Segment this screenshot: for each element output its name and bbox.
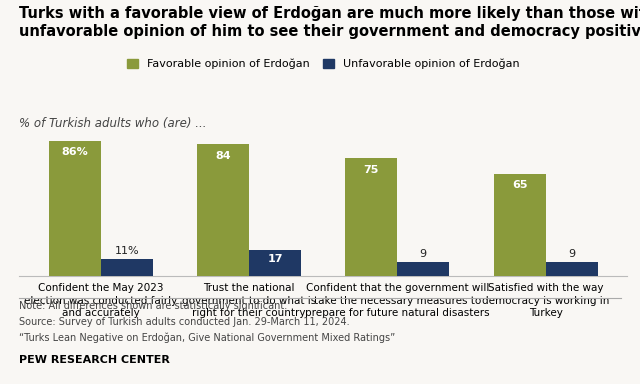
Text: 84: 84 [215, 151, 231, 161]
Text: Source: Survey of Turkish adults conducted Jan. 29-March 11, 2024.: Source: Survey of Turkish adults conduct… [19, 317, 350, 327]
Text: 86%: 86% [61, 147, 88, 157]
Text: 17: 17 [268, 255, 283, 265]
Text: 65: 65 [512, 180, 527, 190]
Text: 9: 9 [420, 249, 427, 259]
Text: 75: 75 [364, 165, 379, 175]
Text: “Turks Lean Negative on Erdoğan, Give National Government Mixed Ratings”: “Turks Lean Negative on Erdoğan, Give Na… [19, 332, 396, 343]
Text: 9: 9 [568, 249, 575, 259]
Bar [49, 141, 100, 276]
Text: % of Turkish adults who (are) ...: % of Turkish adults who (are) ... [19, 117, 207, 130]
Legend: Favorable opinion of Erdoğan, Unfavorable opinion of Erdoğan: Favorable opinion of Erdoğan, Unfavorabl… [127, 58, 520, 69]
Text: Turks with a favorable view of Erdoğan are much more likely than those with an
u: Turks with a favorable view of Erdoğan a… [19, 6, 640, 40]
Bar [197, 144, 249, 276]
Text: 11%: 11% [115, 246, 139, 256]
Bar [100, 259, 153, 276]
Bar [249, 250, 301, 276]
Text: Note: All differences shown are statistically significant.: Note: All differences shown are statisti… [19, 301, 287, 311]
Text: PEW RESEARCH CENTER: PEW RESEARCH CENTER [19, 355, 170, 365]
Bar [346, 159, 397, 276]
Bar [546, 262, 598, 276]
Bar [493, 174, 546, 276]
Bar [397, 262, 449, 276]
